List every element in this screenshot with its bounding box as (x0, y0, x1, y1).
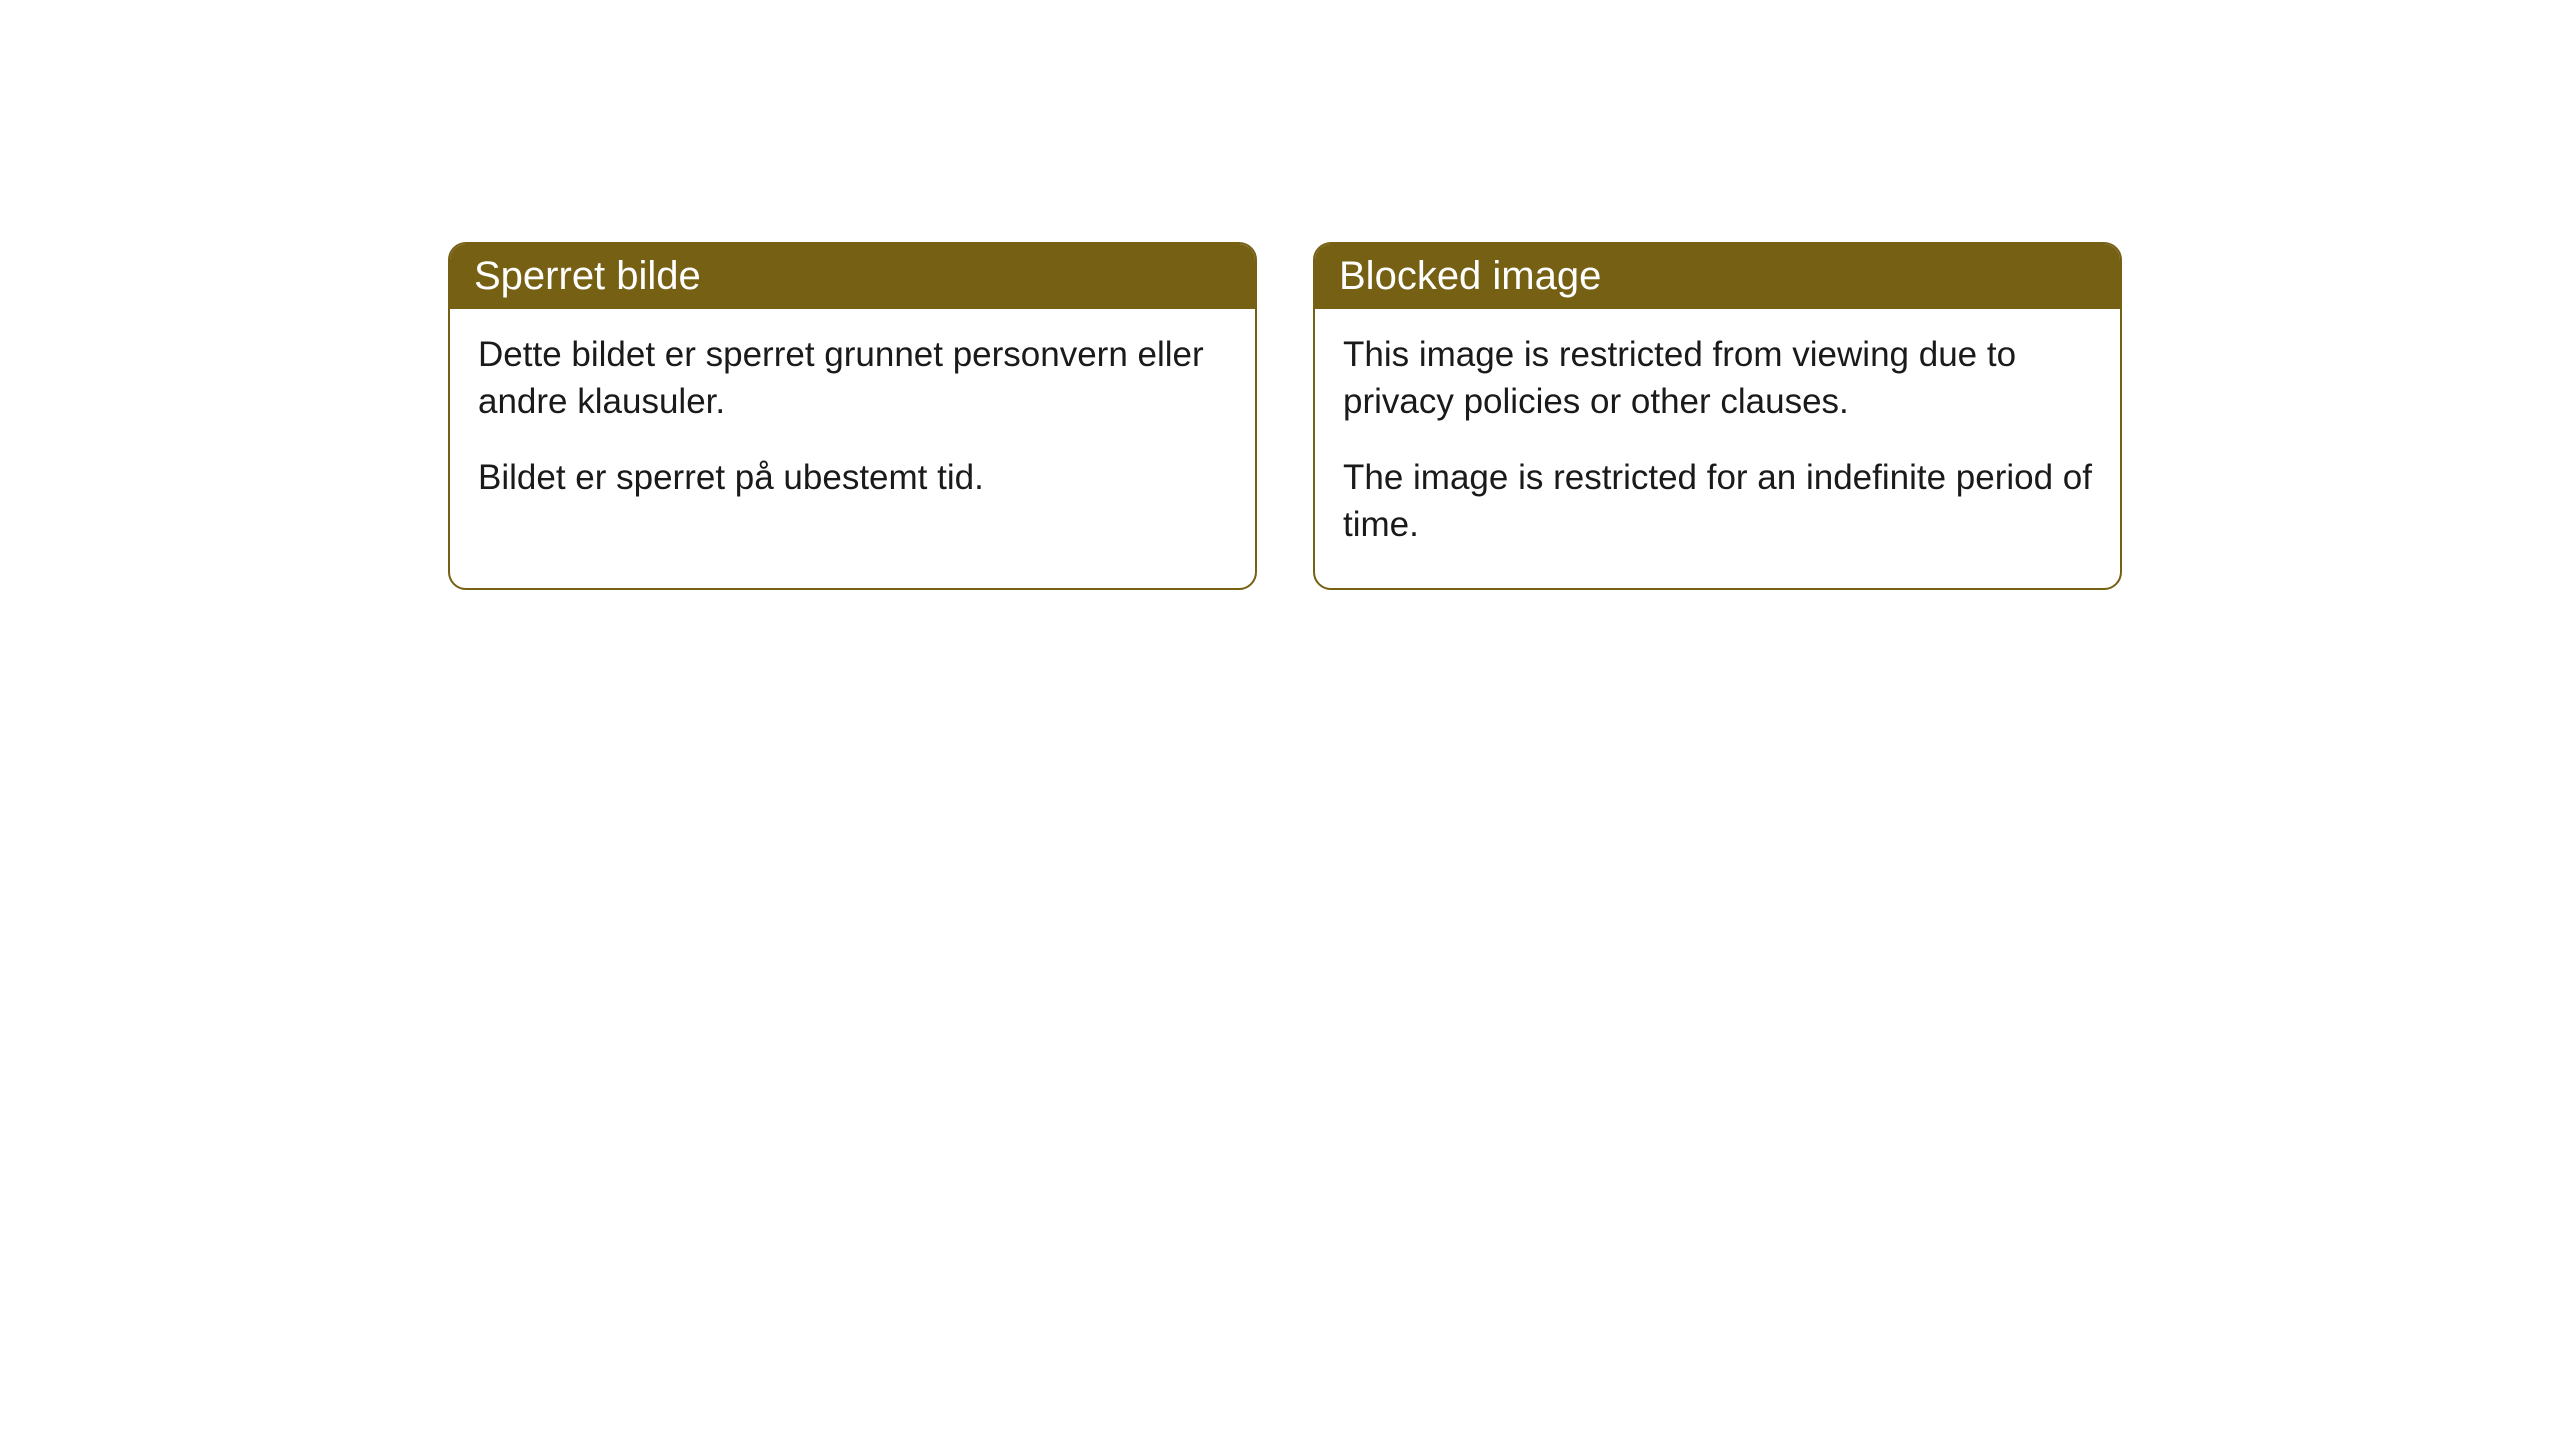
card-body-no: Dette bildet er sperret grunnet personve… (450, 309, 1255, 541)
card-paragraph-en-1: This image is restricted from viewing du… (1343, 331, 2092, 426)
card-paragraph-no-1: Dette bildet er sperret grunnet personve… (478, 331, 1227, 426)
card-paragraph-no-2: Bildet er sperret på ubestemt tid. (478, 454, 1227, 501)
card-header-no: Sperret bilde (450, 244, 1255, 309)
card-title-no: Sperret bilde (474, 254, 701, 298)
card-body-en: This image is restricted from viewing du… (1315, 309, 2120, 588)
card-header-en: Blocked image (1315, 244, 2120, 309)
card-title-en: Blocked image (1339, 254, 1601, 298)
blocked-image-card-en: Blocked image This image is restricted f… (1313, 242, 2122, 590)
blocked-image-card-no: Sperret bilde Dette bildet er sperret gr… (448, 242, 1257, 590)
cards-container: Sperret bilde Dette bildet er sperret gr… (0, 0, 2560, 590)
card-paragraph-en-2: The image is restricted for an indefinit… (1343, 454, 2092, 549)
